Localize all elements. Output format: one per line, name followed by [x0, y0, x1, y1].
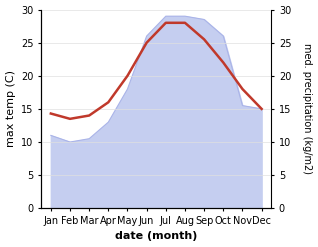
X-axis label: date (month): date (month) — [115, 231, 197, 242]
Y-axis label: med. precipitation (kg/m2): med. precipitation (kg/m2) — [302, 43, 313, 174]
Y-axis label: max temp (C): max temp (C) — [5, 70, 16, 147]
